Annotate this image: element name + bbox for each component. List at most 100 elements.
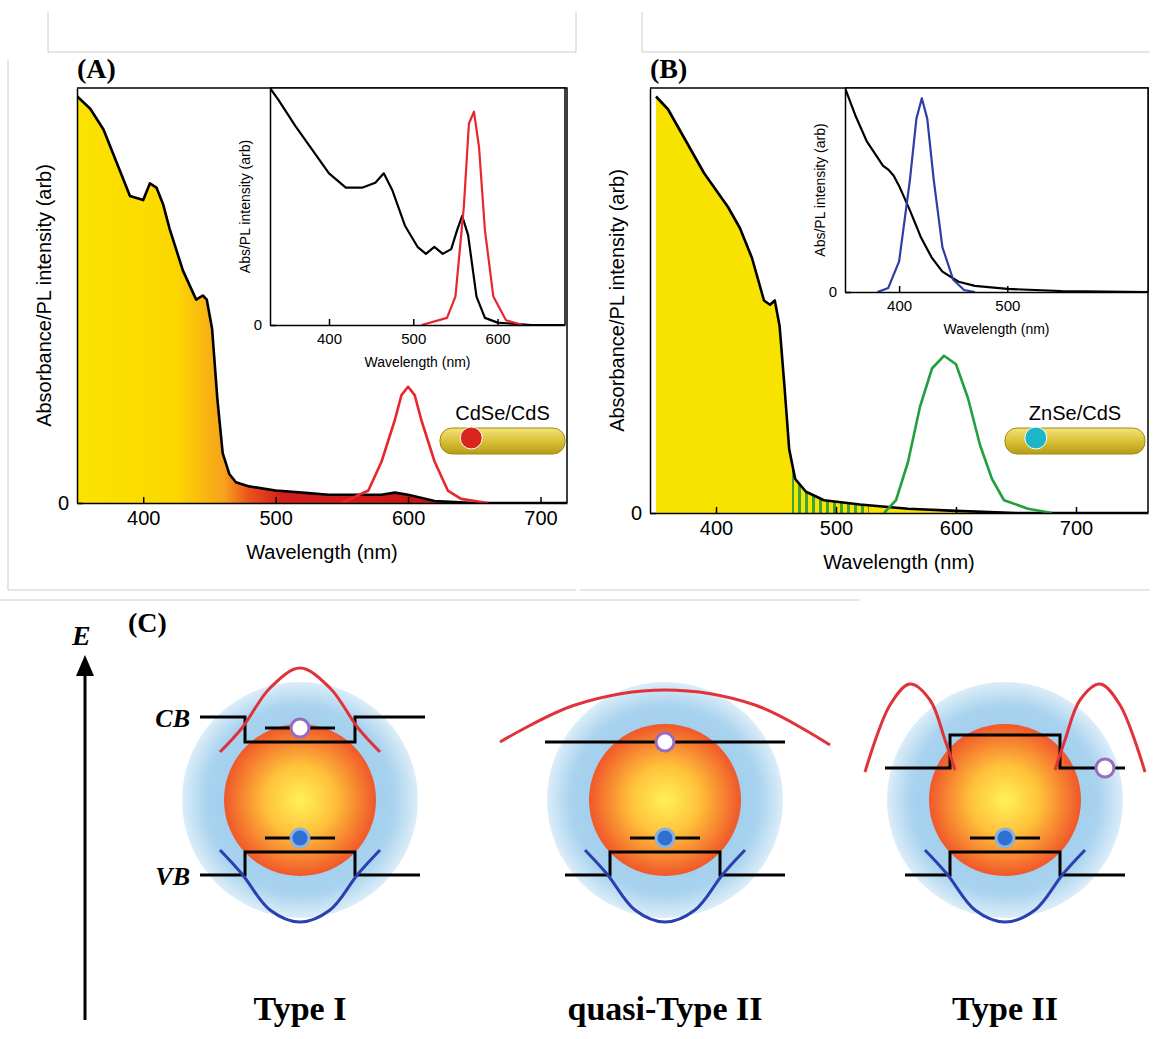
spectrum-line xyxy=(877,98,974,292)
tick: 700 xyxy=(524,497,557,529)
plot-frame xyxy=(270,88,565,325)
band-panel: Type II xyxy=(865,682,1145,1027)
panel-title: Type II xyxy=(952,990,1058,1027)
tick-label: 0 xyxy=(829,283,837,300)
electron xyxy=(1096,759,1114,777)
inset-chart: 400 500 600 0 Wavelength (nm) Abs/PL intensit… xyxy=(237,88,566,370)
electron-wavefunction xyxy=(220,668,380,752)
chart: 400 500 600 700 0 Wavelength (nm) Absorbance/P… xyxy=(33,53,568,563)
hole-wavefunction xyxy=(925,850,1085,922)
plot-area xyxy=(845,88,1148,292)
y-axis-line xyxy=(845,89,847,293)
tick-label: 600 xyxy=(486,330,511,347)
y-axis: 0 xyxy=(829,89,851,301)
tick-mark xyxy=(497,319,499,325)
tick-label: 500 xyxy=(995,297,1020,314)
spectrum-line xyxy=(845,88,1148,292)
x-axis: 400 500 xyxy=(846,286,1149,314)
tick-label: 700 xyxy=(1060,517,1093,539)
tick-mark xyxy=(899,286,901,292)
panel-title: quasi-Type II xyxy=(568,990,763,1027)
x-axis-line xyxy=(271,325,566,327)
hole-wavefunction xyxy=(220,850,380,922)
tick: 500 xyxy=(401,319,426,347)
y-axis: 0 xyxy=(58,89,83,514)
tick: 0 xyxy=(631,502,656,524)
panel-frame xyxy=(642,12,1150,52)
tick-mark xyxy=(716,507,718,513)
tick-mark xyxy=(275,497,277,503)
tick: 700 xyxy=(1060,507,1093,539)
electron xyxy=(291,719,309,737)
annotation: CdSe/CdS xyxy=(455,402,550,424)
tick-label: 500 xyxy=(259,507,292,529)
tick-mark xyxy=(1007,286,1009,292)
band-diagram: (C)ECBVBType Iquasi-Type IIType II xyxy=(0,600,1145,1027)
tick-label: 400 xyxy=(317,330,342,347)
tick: 600 xyxy=(392,497,425,529)
rod-core xyxy=(460,427,482,449)
spectrum-line xyxy=(270,88,565,325)
energy-axis xyxy=(84,672,87,1020)
tick: 500 xyxy=(259,497,292,529)
y-axis-title: Abs/PL intensity (arb) xyxy=(812,123,828,256)
inset-background xyxy=(845,88,1148,292)
divider xyxy=(0,600,860,601)
panel-frame xyxy=(8,60,576,590)
figure: 400 500 600 700 0 Wavelength (nm) Absorbance/P… xyxy=(0,0,1157,1039)
tick-mark xyxy=(413,319,415,325)
x-axis-title: Wavelength (nm) xyxy=(246,541,398,563)
tick: 600 xyxy=(940,507,973,539)
y-axis-title: Abs/PL intensity (arb) xyxy=(237,140,253,273)
band-label: VB xyxy=(155,862,190,891)
inset-chart: 4005000Wavelength (nm)Abs/PL intensity (… xyxy=(812,88,1149,337)
tick: 600 xyxy=(486,319,511,347)
tick-label: 600 xyxy=(940,517,973,539)
tick: 400 xyxy=(317,319,342,347)
plot-area xyxy=(270,88,565,325)
tick-label: 0 xyxy=(58,492,69,514)
y-axis-title: Absorbance/PL intensity (arb) xyxy=(606,169,628,432)
y-axis-line xyxy=(650,89,652,514)
tick-label: 700 xyxy=(524,507,557,529)
x-axis: 400 500 600 700 xyxy=(78,497,568,529)
tick: 400 xyxy=(127,497,160,529)
x-axis-line xyxy=(846,292,1149,294)
tick: 400 xyxy=(700,507,733,539)
tick-mark xyxy=(540,497,542,503)
shell xyxy=(547,682,783,918)
x-axis: 400 500 600 700 xyxy=(651,507,1149,539)
electron-wavefunction xyxy=(865,684,955,772)
tick: 0 xyxy=(254,316,276,333)
x-axis-title: Wavelength (nm) xyxy=(364,354,470,370)
tick-mark xyxy=(329,319,331,325)
tick: 400 xyxy=(887,286,912,314)
nanorod xyxy=(1005,427,1145,454)
tick-mark xyxy=(77,503,83,505)
tick: 0 xyxy=(829,283,851,300)
tick: 500 xyxy=(995,286,1020,314)
tick-label: 0 xyxy=(254,316,262,333)
energy-label: E xyxy=(71,620,91,651)
y-axis-title: Absorbance/PL intensity (arb) xyxy=(33,164,55,427)
x-axis-title: Wavelength (nm) xyxy=(823,551,975,573)
panel-title: Type I xyxy=(254,990,347,1027)
hole xyxy=(996,829,1014,847)
x-axis: 400 500 600 xyxy=(271,319,566,347)
x-axis-line xyxy=(651,513,1149,515)
tick-label: 500 xyxy=(820,517,853,539)
conduction-band xyxy=(885,735,1125,768)
plot-frame xyxy=(650,88,1148,513)
hole xyxy=(291,829,309,847)
band-panel: Type I xyxy=(182,668,425,1027)
annotation: ZnSe/CdS xyxy=(1029,402,1121,424)
y-axis: 0 xyxy=(254,89,276,334)
tick-label: 500 xyxy=(401,330,426,347)
nanorod xyxy=(440,427,565,454)
hole xyxy=(656,829,674,847)
x-axis-line xyxy=(78,503,568,505)
panel-frame xyxy=(580,590,1150,591)
tick: 500 xyxy=(820,507,853,539)
spectrum-line xyxy=(884,356,1052,513)
tick-mark xyxy=(1076,507,1078,513)
